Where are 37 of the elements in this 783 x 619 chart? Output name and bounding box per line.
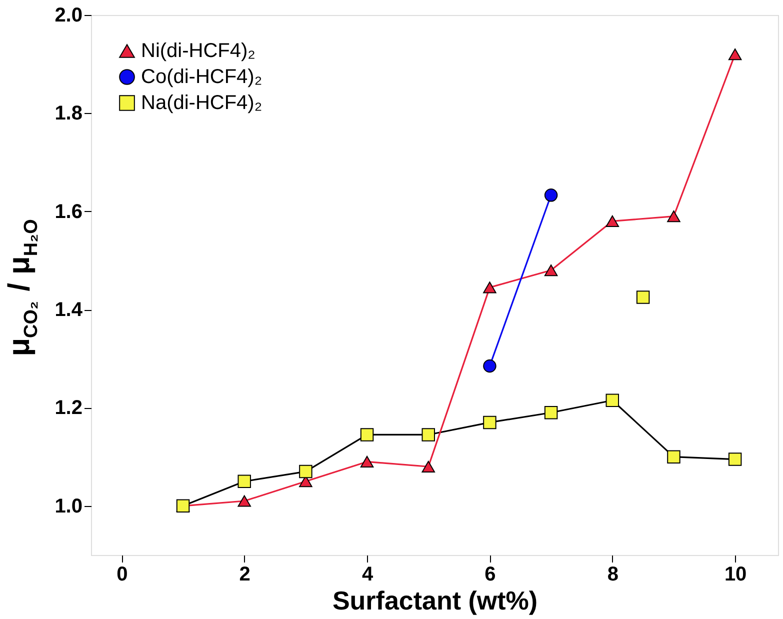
point: [544, 406, 558, 420]
point: [667, 450, 680, 464]
legend-label: Na(di-HCF4)₂: [141, 92, 262, 114]
y-tick-label: 1.2: [54, 397, 82, 420]
point: [422, 428, 435, 442]
legend-label: Ni(di-HCF4)₂: [141, 40, 256, 62]
point: [299, 464, 312, 478]
y-tick-label: 2.0: [54, 4, 82, 26]
y-tick-label: 1.6: [54, 200, 82, 223]
point: [483, 416, 496, 430]
x-tick-label: 4: [362, 564, 374, 586]
point: [606, 394, 620, 407]
point: [238, 474, 251, 488]
point: [360, 428, 374, 442]
point: [636, 290, 650, 304]
point: [728, 452, 742, 466]
point: [667, 210, 680, 222]
y-tick-label: 1.4: [54, 299, 84, 322]
point: [544, 188, 558, 202]
point: [483, 359, 496, 373]
x-tick-label: 0: [116, 564, 128, 586]
point: [360, 456, 374, 468]
point: [422, 460, 435, 472]
point: [483, 282, 496, 294]
point: [544, 264, 558, 276]
x-tick-label: 10: [724, 564, 747, 586]
point: [606, 215, 620, 227]
x-tick-label: 8: [607, 564, 618, 586]
legend-label: Co(di-HCF4)₂: [141, 66, 262, 88]
x-tick-label: 2: [239, 564, 250, 586]
point: [728, 48, 742, 60]
y-axis-title: μCO₂ / μH₂O: [3, 219, 42, 356]
x-axis-title: Surfactant (wt%): [332, 586, 538, 616]
x-tick-label: 6: [484, 564, 496, 586]
y-tick-label: 1.8: [54, 102, 82, 125]
point: [238, 495, 251, 507]
y-tick-label: 1.0: [54, 495, 82, 518]
